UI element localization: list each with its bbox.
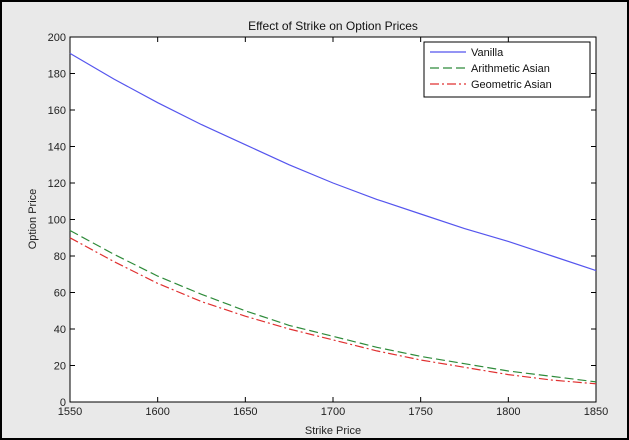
legend-box: [423, 41, 591, 98]
y-tick-label: 20: [54, 361, 66, 373]
x-tick-label: 1650: [233, 406, 257, 418]
y-tick-label: 80: [54, 251, 66, 263]
axis-ticks: 1550 1600 1650 1700 1750 1800 1850 0 20 40 60 80 100…: [48, 32, 609, 418]
y-axis-label: Option Price: [27, 189, 39, 250]
x-tick-label: 1850: [584, 406, 608, 418]
x-tick-label: 1800: [496, 406, 520, 418]
y-tick-label: 0: [60, 397, 66, 409]
y-tick-label: 40: [54, 324, 66, 336]
plot-area: [69, 36, 597, 403]
x-tick-label: 1550: [58, 406, 82, 418]
chart-title: Effect of Strike on Option Prices: [248, 19, 418, 33]
y-tick-label: 160: [48, 105, 66, 117]
x-tick-label: 1600: [145, 406, 169, 418]
y-tick-label: 140: [48, 142, 66, 154]
series-line-2: [69, 229, 597, 383]
x-tick-label: 1700: [321, 406, 345, 418]
series-line-3: [69, 237, 597, 385]
series-group: [69, 52, 597, 385]
y-tick-label: 180: [48, 69, 66, 81]
series-line-1: [69, 52, 597, 272]
legend: Vanilla Arithmetic Asian Geometric Asian: [423, 41, 591, 98]
x-axis-label: Strike Price: [305, 425, 361, 437]
legend-label-2: Arithmetic Asian: [471, 63, 550, 75]
y-tick-label: 60: [54, 288, 66, 300]
y-tick-label: 120: [48, 178, 66, 190]
y-tick-label: 100: [48, 215, 66, 227]
legend-label-3: Geometric Asian: [471, 79, 552, 91]
x-tick-label: 1750: [408, 406, 432, 418]
y-tick-label: 200: [48, 32, 66, 44]
legend-label-1: Vanilla: [471, 47, 504, 59]
